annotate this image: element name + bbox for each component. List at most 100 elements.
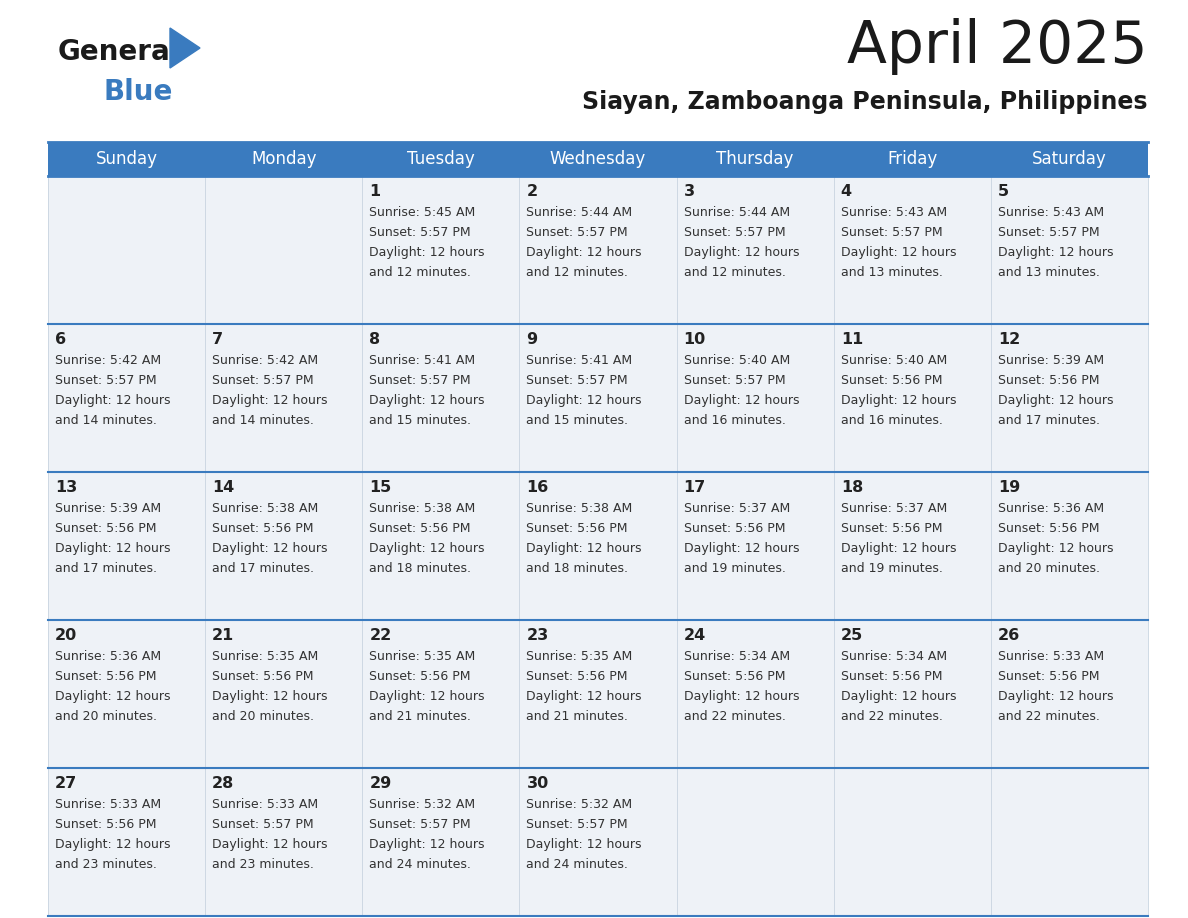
Text: Sunset: 5:57 PM: Sunset: 5:57 PM [526, 818, 628, 831]
Bar [48, 768, 206, 916]
Text: Sunrise: 5:38 AM: Sunrise: 5:38 AM [369, 502, 475, 515]
Text: Sunday: Sunday [95, 150, 158, 168]
Text: 15: 15 [369, 480, 392, 495]
Text: 13: 13 [55, 480, 77, 495]
Text: and 14 minutes.: and 14 minutes. [213, 414, 314, 427]
Text: Sunset: 5:56 PM: Sunset: 5:56 PM [683, 522, 785, 535]
Text: and 19 minutes.: and 19 minutes. [841, 562, 942, 575]
Bar [519, 324, 677, 472]
Bar [677, 472, 834, 620]
Bar [991, 472, 1148, 620]
Text: 29: 29 [369, 776, 392, 791]
Text: Sunset: 5:56 PM: Sunset: 5:56 PM [841, 374, 942, 387]
Bar [48, 142, 1148, 176]
Text: Sunset: 5:56 PM: Sunset: 5:56 PM [213, 522, 314, 535]
Text: Sunrise: 5:42 AM: Sunrise: 5:42 AM [213, 354, 318, 367]
Text: April 2025: April 2025 [847, 18, 1148, 75]
Bar [206, 472, 362, 620]
Text: 7: 7 [213, 332, 223, 347]
Text: 12: 12 [998, 332, 1020, 347]
Text: and 22 minutes.: and 22 minutes. [683, 710, 785, 723]
Bar [991, 176, 1148, 324]
Bar [206, 176, 362, 324]
Text: and 21 minutes.: and 21 minutes. [369, 710, 472, 723]
Bar [519, 620, 677, 768]
Text: 23: 23 [526, 628, 549, 643]
Text: 30: 30 [526, 776, 549, 791]
Text: Sunrise: 5:40 AM: Sunrise: 5:40 AM [683, 354, 790, 367]
Text: 16: 16 [526, 480, 549, 495]
Text: Sunrise: 5:35 AM: Sunrise: 5:35 AM [369, 650, 475, 663]
Text: and 15 minutes.: and 15 minutes. [526, 414, 628, 427]
Text: Sunrise: 5:33 AM: Sunrise: 5:33 AM [55, 798, 162, 811]
Text: and 19 minutes.: and 19 minutes. [683, 562, 785, 575]
Text: and 12 minutes.: and 12 minutes. [369, 266, 472, 279]
Text: Saturday: Saturday [1032, 150, 1107, 168]
Text: and 22 minutes.: and 22 minutes. [998, 710, 1100, 723]
Text: 14: 14 [213, 480, 234, 495]
Text: Daylight: 12 hours: Daylight: 12 hours [683, 394, 800, 407]
Text: and 17 minutes.: and 17 minutes. [213, 562, 314, 575]
Text: Blue: Blue [103, 78, 172, 106]
Text: Sunset: 5:57 PM: Sunset: 5:57 PM [526, 226, 628, 239]
Text: and 20 minutes.: and 20 minutes. [213, 710, 314, 723]
Text: Sunset: 5:57 PM: Sunset: 5:57 PM [526, 374, 628, 387]
Text: Sunset: 5:57 PM: Sunset: 5:57 PM [369, 818, 470, 831]
Bar [519, 176, 677, 324]
Text: Sunset: 5:56 PM: Sunset: 5:56 PM [55, 670, 157, 683]
Bar [834, 620, 991, 768]
Text: Sunset: 5:56 PM: Sunset: 5:56 PM [998, 522, 1099, 535]
Bar [362, 176, 519, 324]
Text: Sunset: 5:57 PM: Sunset: 5:57 PM [683, 226, 785, 239]
Text: and 17 minutes.: and 17 minutes. [55, 562, 157, 575]
Text: Sunrise: 5:38 AM: Sunrise: 5:38 AM [526, 502, 633, 515]
Text: Sunrise: 5:42 AM: Sunrise: 5:42 AM [55, 354, 162, 367]
Text: General: General [58, 38, 181, 66]
Bar [362, 324, 519, 472]
Text: 4: 4 [841, 184, 852, 199]
Text: Daylight: 12 hours: Daylight: 12 hours [213, 542, 328, 555]
Text: Sunrise: 5:43 AM: Sunrise: 5:43 AM [841, 206, 947, 219]
Text: and 20 minutes.: and 20 minutes. [55, 710, 157, 723]
Text: Daylight: 12 hours: Daylight: 12 hours [55, 838, 171, 851]
Bar [362, 620, 519, 768]
Text: 27: 27 [55, 776, 77, 791]
Bar [362, 768, 519, 916]
Text: Sunset: 5:57 PM: Sunset: 5:57 PM [683, 374, 785, 387]
Text: Sunset: 5:57 PM: Sunset: 5:57 PM [369, 226, 470, 239]
Text: Tuesday: Tuesday [407, 150, 475, 168]
Bar [677, 324, 834, 472]
Text: and 12 minutes.: and 12 minutes. [683, 266, 785, 279]
Text: and 24 minutes.: and 24 minutes. [526, 858, 628, 871]
Bar [991, 768, 1148, 916]
Bar [48, 472, 206, 620]
Text: and 12 minutes.: and 12 minutes. [526, 266, 628, 279]
Text: Sunset: 5:57 PM: Sunset: 5:57 PM [998, 226, 1099, 239]
Text: Sunrise: 5:39 AM: Sunrise: 5:39 AM [55, 502, 162, 515]
Text: Sunrise: 5:41 AM: Sunrise: 5:41 AM [369, 354, 475, 367]
Text: 10: 10 [683, 332, 706, 347]
Text: Daylight: 12 hours: Daylight: 12 hours [526, 394, 642, 407]
Text: Sunrise: 5:37 AM: Sunrise: 5:37 AM [841, 502, 947, 515]
Text: Daylight: 12 hours: Daylight: 12 hours [683, 542, 800, 555]
Text: and 18 minutes.: and 18 minutes. [369, 562, 472, 575]
Text: and 17 minutes.: and 17 minutes. [998, 414, 1100, 427]
Bar [677, 768, 834, 916]
Text: Sunrise: 5:37 AM: Sunrise: 5:37 AM [683, 502, 790, 515]
Text: Sunset: 5:56 PM: Sunset: 5:56 PM [998, 374, 1099, 387]
Text: Daylight: 12 hours: Daylight: 12 hours [841, 690, 956, 703]
Bar [991, 324, 1148, 472]
Text: Sunset: 5:56 PM: Sunset: 5:56 PM [213, 670, 314, 683]
Text: 26: 26 [998, 628, 1020, 643]
Text: 8: 8 [369, 332, 380, 347]
Text: Daylight: 12 hours: Daylight: 12 hours [369, 542, 485, 555]
Text: 9: 9 [526, 332, 537, 347]
Bar [834, 472, 991, 620]
Text: Sunrise: 5:41 AM: Sunrise: 5:41 AM [526, 354, 632, 367]
Text: Daylight: 12 hours: Daylight: 12 hours [55, 542, 171, 555]
Text: Sunset: 5:56 PM: Sunset: 5:56 PM [526, 670, 628, 683]
Text: and 23 minutes.: and 23 minutes. [213, 858, 314, 871]
Text: Sunrise: 5:45 AM: Sunrise: 5:45 AM [369, 206, 475, 219]
Bar [991, 620, 1148, 768]
Text: Thursday: Thursday [716, 150, 794, 168]
